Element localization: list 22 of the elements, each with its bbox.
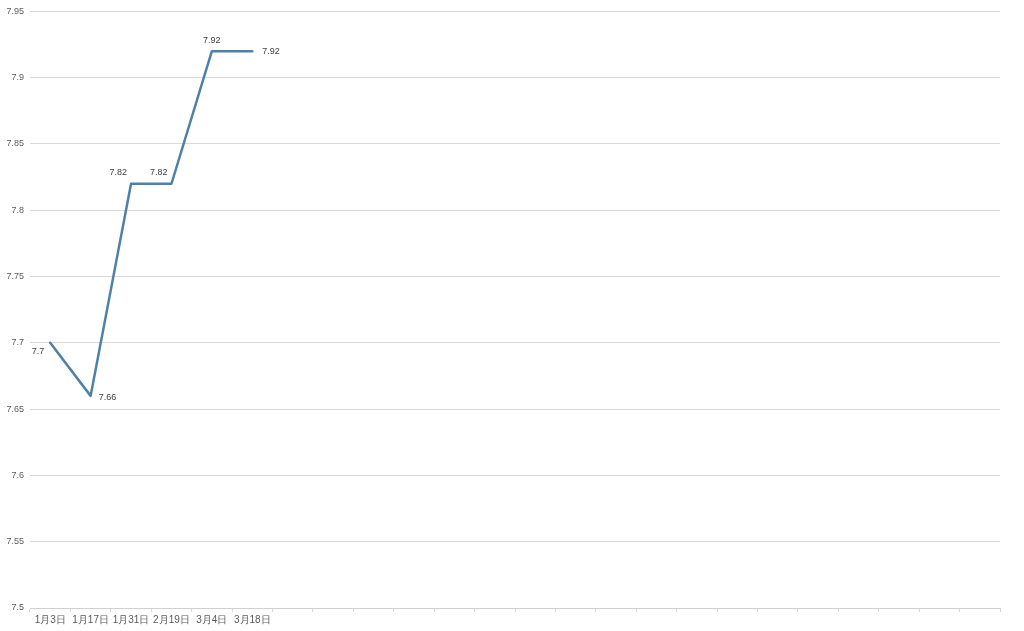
y-tick-label: 7.55 (6, 536, 24, 547)
y-tick-label: 7.65 (6, 403, 24, 414)
x-tick-label: 2月19日 (153, 613, 190, 625)
data-label: 7.92 (203, 34, 221, 45)
data-label: 7.82 (149, 167, 168, 178)
data-label: 7.92 (262, 45, 280, 56)
y-tick-label: 7.7 (11, 337, 24, 348)
x-tick-label: 1月3日 (34, 613, 66, 625)
data-label: 7.7 (31, 346, 45, 357)
x-tick-label: 3月4日 (196, 613, 228, 625)
y-tick-label: 7.9 (11, 72, 24, 83)
y-tick-label: 7.8 (11, 204, 24, 215)
data-label: 7.66 (98, 392, 117, 403)
x-tick-label: 1月17日 (72, 613, 109, 625)
y-tick-label: 7.6 (11, 469, 24, 480)
y-tick-label: 7.95 (6, 5, 24, 16)
x-tick-label: 3月18日 (233, 613, 271, 625)
y-tick-label: 7.85 (6, 138, 24, 149)
y-tick-label: 7.75 (6, 271, 24, 282)
x-tick-label: 1月31日 (112, 613, 150, 625)
data-label: 7.82 (109, 167, 128, 178)
y-tick-label: 7.5 (11, 602, 24, 613)
